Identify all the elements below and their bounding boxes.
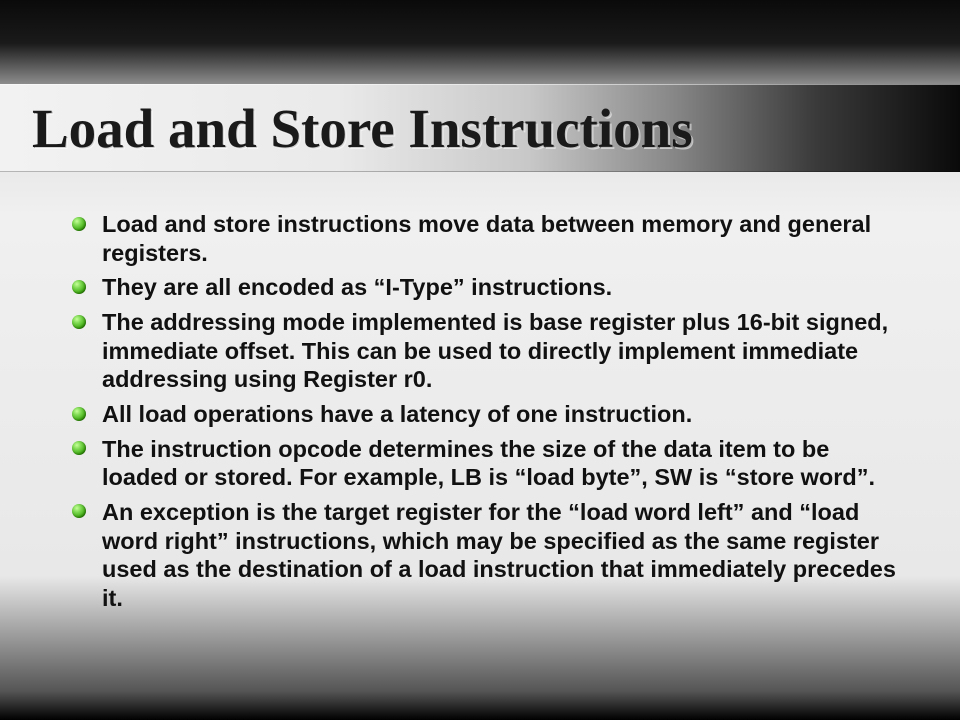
bullet-list: Load and store instructions move data be…: [72, 210, 900, 613]
slide: Load and Store Instructions Load and sto…: [0, 0, 960, 720]
list-item: All load operations have a latency of on…: [72, 400, 900, 429]
title-band: Load and Store Instructions: [0, 84, 960, 172]
list-item: An exception is the target register for …: [72, 498, 900, 613]
list-item: Load and store instructions move data be…: [72, 210, 900, 267]
list-item: They are all encoded as “I-Type” instruc…: [72, 273, 900, 302]
list-item: The addressing mode implemented is base …: [72, 308, 900, 394]
slide-title: Load and Store Instructions: [0, 97, 693, 160]
slide-content: Load and store instructions move data be…: [72, 210, 900, 619]
list-item: The instruction opcode determines the si…: [72, 435, 900, 492]
